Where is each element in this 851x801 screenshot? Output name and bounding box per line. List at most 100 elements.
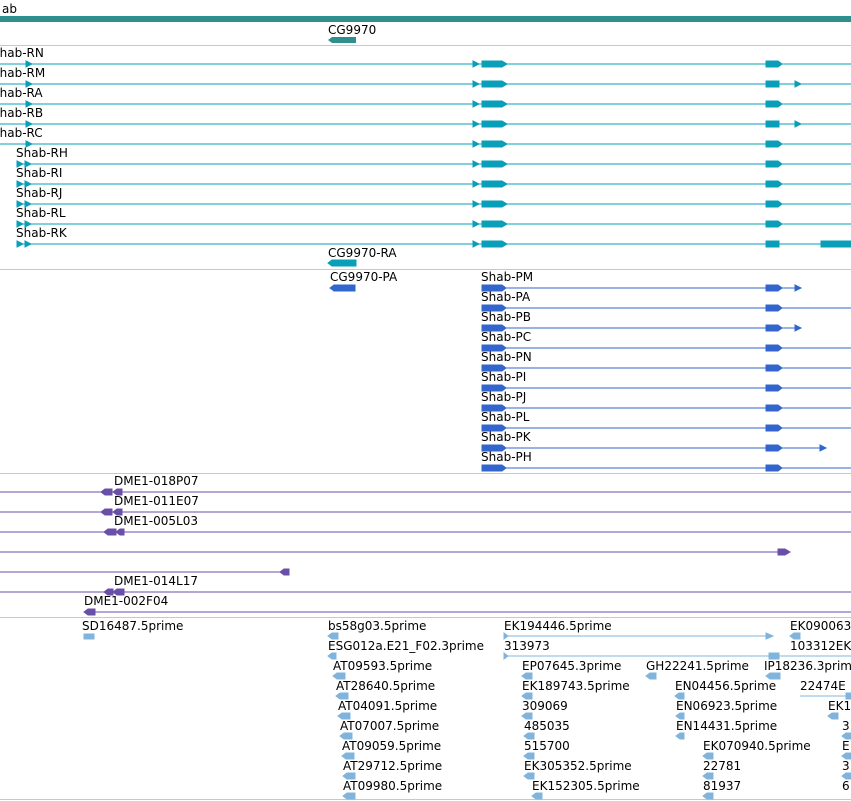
est-block[interactable] (521, 672, 533, 680)
est-label[interactable]: AT28640.5prime (336, 679, 436, 693)
protein-label-cg9970-pa[interactable]: CG9970-PA (330, 270, 398, 284)
protein-label[interactable]: Shab-PA (481, 290, 531, 304)
est-block (503, 632, 509, 640)
est-label[interactable]: EK070940.5prime (703, 739, 811, 753)
est-label[interactable]: EK152305.5prime (532, 779, 640, 793)
est-block[interactable] (827, 712, 839, 720)
est-label[interactable]: 3 (842, 719, 850, 733)
est-label[interactable]: bs58g03.5prime (328, 619, 427, 633)
est-label[interactable]: 81937 (703, 779, 742, 793)
cdna-label[interactable]: DME1-014L17 (114, 574, 198, 588)
est-block[interactable] (841, 732, 851, 740)
transcript-label[interactable]: Shab-RB (0, 106, 44, 120)
transcript-label[interactable]: Shab-RK (16, 226, 67, 240)
est-block[interactable] (337, 712, 351, 720)
est-label[interactable]: E (842, 739, 850, 753)
est-label[interactable]: 103312EK (790, 639, 851, 653)
est-label[interactable]: ESG012a.E21_F02.3prime (328, 639, 484, 653)
protein-label[interactable]: Shab-PK (481, 430, 531, 444)
est-label[interactable]: 309069 (522, 699, 568, 713)
est-label[interactable]: AT09593.5prime (333, 659, 433, 673)
protein-label[interactable]: Shab-PI (481, 370, 527, 384)
est-block[interactable] (765, 672, 781, 680)
cdna-label[interactable]: DME1-002F04 (84, 594, 169, 608)
est-label[interactable]: EN04456.5prime (675, 679, 777, 693)
est-label[interactable]: 313973 (504, 639, 550, 653)
est-label[interactable]: EN14431.5prime (676, 719, 778, 733)
est-label[interactable]: AT07007.5prime (340, 719, 440, 733)
gene-label-cg9970[interactable]: CG9970 (328, 23, 377, 37)
est-block[interactable] (702, 752, 714, 760)
est-block[interactable] (531, 792, 543, 800)
est-block[interactable] (675, 712, 685, 720)
transcript-label[interactable]: Shab-RM (0, 66, 46, 80)
gene-bar-shab[interactable] (0, 16, 851, 22)
transcript-label[interactable]: Shab-RL (16, 206, 66, 220)
protein-label[interactable]: Shab-PM (481, 270, 534, 284)
est-block[interactable] (339, 732, 353, 740)
cdna-label[interactable]: DME1-011E07 (114, 494, 199, 508)
est-block[interactable] (521, 692, 533, 700)
est-label[interactable]: AT29712.5prime (343, 759, 443, 773)
est-block[interactable] (675, 732, 685, 740)
est-label[interactable]: 22781 (703, 759, 742, 773)
est-label[interactable]: 22474E (800, 679, 846, 693)
est-block[interactable] (332, 672, 346, 680)
est-block[interactable] (841, 752, 851, 760)
transcript-label[interactable]: Shab-RI (16, 166, 63, 180)
est-block[interactable] (523, 732, 535, 740)
transcript-label-cg9970-ra[interactable]: CG9970-RA (328, 246, 397, 260)
est-label[interactable]: EP07645.3prime (522, 659, 622, 673)
est-label[interactable]: EK189743.5prime (522, 679, 630, 693)
est-label[interactable]: AT04091.5prime (338, 699, 438, 713)
est-block[interactable] (327, 652, 337, 660)
est-block[interactable] (523, 772, 535, 780)
est-block[interactable] (342, 772, 356, 780)
protein-label[interactable]: Shab-PJ (481, 390, 527, 404)
protein-label[interactable]: Shab-PL (481, 410, 530, 424)
est-label[interactable]: 6 (842, 779, 850, 793)
gene-label-shab[interactable]: ab (2, 2, 17, 16)
est-block[interactable] (83, 633, 95, 640)
est-block[interactable] (341, 752, 355, 760)
transcript-cg9970-ra[interactable] (327, 259, 357, 267)
transcript-label[interactable]: Shab-RN (0, 46, 44, 60)
est-label[interactable]: 485035 (524, 719, 570, 733)
gene-bar-cg9970[interactable] (328, 37, 356, 43)
protein-label[interactable]: Shab-PC (481, 330, 532, 344)
est-block[interactable] (702, 792, 714, 800)
est-label[interactable]: EK1 (828, 699, 851, 713)
transcript-label[interactable]: Shab-RC (0, 126, 43, 140)
protein-label[interactable]: Shab-PB (481, 310, 531, 324)
est-label[interactable]: EK194446.5prime (504, 619, 612, 633)
est-block[interactable] (674, 692, 685, 700)
exon-arrow (472, 100, 481, 108)
est-block[interactable] (521, 712, 533, 720)
est-label[interactable]: AT09980.5prime (343, 779, 443, 793)
est-label[interactable]: GH22241.5prime (646, 659, 749, 673)
est-label[interactable]: EK305352.5prime (524, 759, 632, 773)
est-block[interactable] (335, 692, 349, 700)
est-block[interactable] (327, 632, 339, 640)
transcript-label[interactable]: Shab-RH (16, 146, 68, 160)
est-label[interactable]: SD16487.5prime (82, 619, 184, 633)
est-label[interactable]: IP18236.3prime (764, 659, 851, 673)
est-block[interactable] (342, 792, 356, 800)
transcript-label[interactable]: Shab-RA (0, 86, 43, 100)
protein-cg9970-pa[interactable] (329, 284, 356, 292)
protein-label[interactable]: Shab-PH (481, 450, 532, 464)
est-block[interactable] (645, 672, 657, 680)
est-label[interactable]: AT09059.5prime (342, 739, 442, 753)
est-block[interactable] (702, 772, 714, 780)
est-block[interactable] (841, 772, 851, 780)
transcript-label[interactable]: Shab-RJ (16, 186, 63, 200)
est-block[interactable] (789, 632, 801, 640)
est-label[interactable]: EN06923.5prime (676, 699, 778, 713)
est-block[interactable] (523, 752, 535, 760)
est-label[interactable]: EK090063 (790, 619, 851, 633)
est-label[interactable]: 515700 (524, 739, 570, 753)
est-label[interactable]: 3 (842, 759, 850, 773)
cdna-label[interactable]: DME1-018P07 (114, 474, 199, 488)
protein-label[interactable]: Shab-PN (481, 350, 532, 364)
cdna-label[interactable]: DME1-005L03 (114, 514, 198, 528)
